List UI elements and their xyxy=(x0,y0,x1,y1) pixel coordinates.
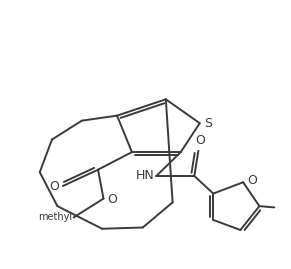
Text: O: O xyxy=(247,174,257,187)
Text: HN: HN xyxy=(136,169,155,182)
Text: O: O xyxy=(195,134,205,147)
Text: O: O xyxy=(49,179,59,193)
Text: methyl: methyl xyxy=(38,213,72,222)
Text: S: S xyxy=(204,117,212,130)
Text: O: O xyxy=(108,193,117,206)
